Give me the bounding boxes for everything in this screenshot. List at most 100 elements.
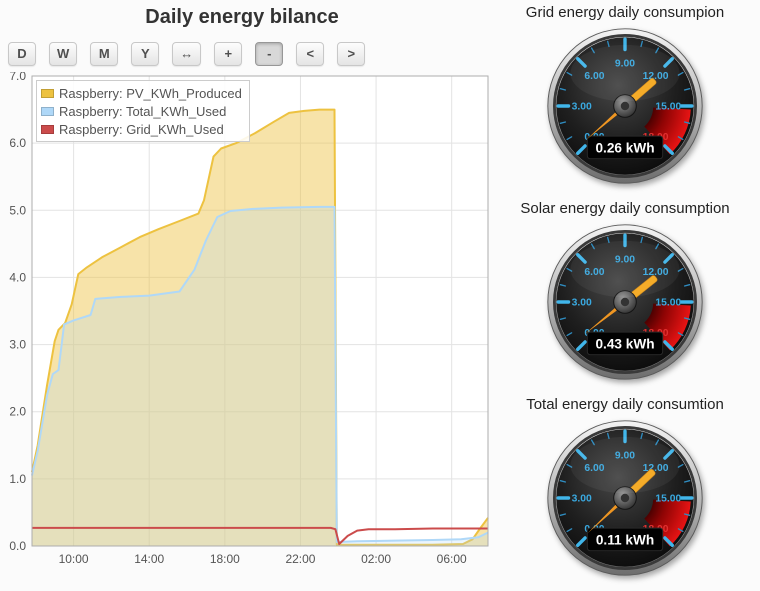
gauge-tick [566,528,573,533]
gauge-tick [663,340,674,351]
gauge-title: Grid energy daily consumpion [525,4,725,21]
toolbar-button-pan-left[interactable]: < [296,42,325,66]
gauge-tick [576,144,587,155]
gauge-tick [663,253,674,264]
legend-swatch [41,88,54,98]
legend-label: Raspberry: Grid_KWh_Used [59,121,224,137]
y-axis-label: 6.0 [9,136,26,150]
series-line-0 [31,108,489,546]
gauge-tick [640,432,643,440]
chart-toolbar: D W M Y ↔ + - < > [8,42,492,66]
series-line-1 [31,205,489,543]
gauge-scale-label: 15.00 [655,298,681,309]
gauge-tick [640,236,643,244]
gauge-tick [677,267,684,272]
gauge-tick [559,284,567,287]
plot-area: 0.0 1.0 2.0 3.0 4.0 5.0 6.0 7.0 10:00 14:00 18:00 2… [2,69,492,573]
legend-item: Raspberry: Grid_KWh_Used [41,120,242,138]
gauge-scale-label: 6.00 [584,71,604,82]
plot-background [32,76,488,546]
gauge-tick [677,528,684,533]
gauge-tick [683,284,691,287]
gauge-tick [576,536,587,547]
y-axis-label: 0.0 [9,539,26,553]
energy-chart[interactable]: 0.0 1.0 2.0 3.0 4.0 5.0 6.0 7.0 10:00 14:00 18:00 2… [2,69,492,568]
gauge-scale-label: 12.00 [643,71,669,82]
gauge-block: Total energy daily consumtion0.003.006.0… [526,396,724,578]
gauge-scale-label: 9.00 [615,450,635,461]
toolbar-button-week[interactable]: W [49,42,78,66]
gauge-tick [683,121,691,124]
gauge-danger-zone [644,303,691,351]
gauge-lcd [586,331,664,356]
gauge-tick [607,236,610,244]
gauge-tick [683,88,691,91]
gauge-tick [640,40,643,48]
y-axis-label: 2.0 [9,405,26,419]
gauge-title: Total energy daily consumtion [526,396,724,413]
gauge-tick [663,536,674,547]
toolbar-button-day[interactable]: D [8,42,36,66]
gauge-scale-label: 12.00 [643,267,669,278]
gauge-tick [677,136,684,141]
series-area-1 [32,206,488,546]
gauge-tick [559,88,567,91]
gauge-tick [559,317,567,320]
gauge-tick [559,480,567,483]
gauge-lcd [586,135,664,160]
y-axis-label: 1.0 [9,472,26,486]
gauge-tick [576,57,587,68]
y-axis-label: 7.0 [9,72,26,83]
gauge-lcd [586,527,664,552]
toolbar-button-zoom-out[interactable]: - [255,42,284,66]
gauge-scale-label: 6.00 [584,463,604,474]
toolbar-button-zoom-in[interactable]: + [214,42,243,66]
legend-label: Raspberry: PV_KWh_Produced [59,85,242,101]
toolbar-button-pan-right[interactable]: > [337,42,366,66]
gauge-value: 0.11 kWh [596,533,654,548]
gauge-tick [576,253,587,264]
y-axis-label: 3.0 [9,338,26,352]
toolbar-button-fit[interactable]: ↔ [172,42,202,66]
gauge-tick [590,47,595,54]
gauge-scale-label: 3.00 [572,102,592,113]
gauge-danger-zone [644,107,691,155]
gauge-scale-label: 9.00 [615,58,635,69]
gauge-tick [655,439,660,446]
gauge-scale-label: 3.00 [572,298,592,309]
gauge-scale-label: 9.00 [615,254,635,265]
legend-item: Raspberry: Total_KWh_Used [41,102,242,120]
gauge-glass-highlight [570,44,680,102]
y-axis-label: 5.0 [9,203,26,217]
gauge-scale-label: 6.00 [584,267,604,278]
gauge-tick [683,513,691,516]
legend-swatch [41,124,54,134]
chart-legend: Raspberry: PV_KWh_Produced Raspberry: Tot… [36,80,250,142]
gauge-value: 0.43 kWh [595,337,654,352]
gauge-tick [683,317,691,320]
gauge-tick [566,463,573,468]
gauge-tick [566,332,573,337]
gauge-tick [655,47,660,54]
toolbar-button-year[interactable]: Y [131,42,160,66]
plot-border [31,75,489,547]
chart-panel: Daily energy bilance D W M Y ↔ + - < > 0.0 1.0 2.0… [2,6,492,573]
gauge-scale-label: 3.00 [572,494,592,505]
x-axis-label: 02:00 [361,552,391,566]
page-title: Daily energy bilance [145,6,339,28]
x-axis-label: 18:00 [210,552,240,566]
toolbar-button-month[interactable]: M [90,42,119,66]
gauge-scale-label: 15.00 [655,102,681,113]
gauge-scale-label: 15.00 [655,494,681,505]
gauge-tick [607,40,610,48]
gauge-tick [683,480,691,483]
gauge-tick [576,449,587,460]
series-line-2 [32,526,488,545]
gauge-danger-zone [644,499,691,547]
gauge-tick [677,463,684,468]
legend-item: Raspberry: PV_KWh_Produced [41,84,242,102]
gauge-tick [559,121,567,124]
gauge-title: Solar energy daily consumption [520,200,730,217]
